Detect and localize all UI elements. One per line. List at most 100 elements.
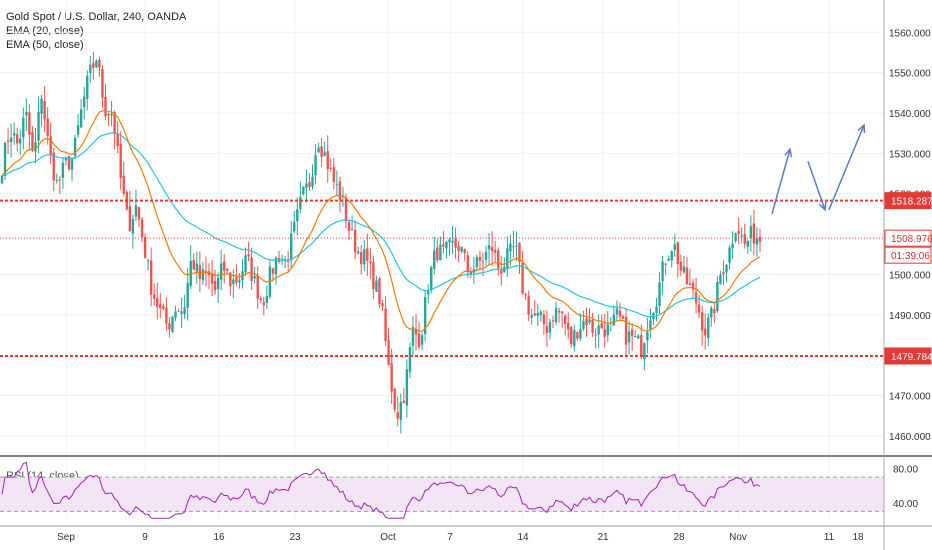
candle-body: [716, 281, 719, 311]
candle-body: [594, 334, 597, 336]
candle-body: [554, 308, 558, 323]
price-tag-label: 1518.287: [891, 197, 932, 208]
candle-body: [67, 155, 71, 170]
candle-body: [171, 316, 174, 332]
candle-body: [725, 264, 728, 273]
candle-body: [262, 302, 265, 306]
candle-body: [597, 325, 600, 335]
candle-body: [557, 311, 561, 313]
price-tag: [884, 246, 932, 264]
candle-body: [34, 142, 37, 152]
rsi-line: [1, 461, 761, 519]
candle-body: [646, 331, 649, 341]
candle-body: [286, 261, 290, 263]
candle-body: [180, 311, 183, 314]
candle-body: [238, 280, 241, 283]
time-tick-label: Nov: [729, 532, 747, 543]
candle-body: [61, 162, 65, 178]
candle-body: [378, 278, 381, 305]
candle-body: [731, 243, 734, 249]
time-tick-label: 23: [289, 532, 301, 543]
candle-body: [743, 234, 746, 245]
candle-body: [722, 272, 725, 275]
price-tick-label: 1560.000: [889, 28, 931, 39]
candle-body: [697, 304, 701, 313]
candle-body: [436, 247, 439, 261]
candle-body: [116, 134, 119, 147]
candle-body: [402, 400, 406, 404]
candle-body: [463, 249, 466, 254]
arrow-head: [857, 123, 866, 134]
candle-body: [223, 261, 226, 271]
candle-body: [73, 137, 77, 156]
candle-body: [700, 312, 704, 331]
candle-body: [734, 233, 737, 242]
candle-body: [521, 262, 524, 294]
candle-body: [387, 340, 390, 366]
candle-body: [426, 291, 430, 295]
candle-body: [159, 304, 162, 309]
chart-title: Gold Spot / U.S. Dollar, 240, OANDA: [6, 11, 187, 23]
candle-body: [411, 326, 415, 346]
candle-body: [664, 263, 667, 265]
candle-body: [545, 326, 549, 333]
candle-body: [52, 152, 55, 181]
candle-body: [430, 267, 433, 291]
candle-body: [70, 158, 74, 170]
candle-body: [19, 138, 22, 144]
time-tick-label: 18: [852, 532, 864, 543]
candle-body: [232, 279, 235, 285]
arrow-line: [828, 124, 865, 211]
time-tick-label: 28: [673, 532, 685, 543]
price-tick-label: 1470.000: [889, 391, 931, 402]
candle-body: [58, 179, 62, 181]
time-tick-label: 21: [597, 532, 609, 543]
candle-body: [442, 244, 445, 247]
candle-body: [713, 309, 716, 314]
candle-body: [661, 261, 664, 282]
candle-body: [460, 246, 463, 252]
candle-body: [576, 331, 579, 339]
candle-body: [131, 218, 135, 234]
candle-body: [469, 271, 473, 275]
candle-body: [667, 258, 670, 261]
candle-body: [390, 363, 393, 392]
candle-body: [396, 412, 399, 419]
candle-body: [548, 321, 552, 333]
candle-body: [691, 282, 695, 290]
candle-body: [363, 248, 366, 265]
candle-body: [643, 343, 646, 360]
candle-body: [746, 241, 750, 247]
candle-body: [335, 184, 339, 186]
candle-body: [560, 311, 564, 314]
candle-body: [600, 323, 603, 329]
candle-body: [384, 308, 387, 342]
candle-body: [637, 335, 640, 339]
time-tick-label: 7: [447, 532, 453, 543]
candle-body: [226, 268, 229, 271]
price-tick-label: 1540.000: [889, 109, 931, 120]
candle-body: [165, 307, 168, 324]
candle-body: [688, 283, 692, 286]
candle-body: [25, 111, 28, 116]
candle-body: [326, 151, 329, 169]
price-tag: [884, 347, 932, 365]
candle-body: [183, 307, 186, 314]
candle-body: [454, 238, 457, 248]
candle-body: [475, 257, 479, 268]
candle-body: [433, 250, 436, 269]
candle-body: [381, 303, 384, 307]
candle-body: [408, 347, 412, 372]
candle-body: [3, 142, 7, 177]
candle-body: [210, 273, 214, 284]
candle-body: [707, 317, 710, 339]
candle-body: [289, 233, 293, 261]
candle-body: [570, 326, 573, 345]
candle-body: [174, 311, 177, 318]
candle-body: [591, 319, 594, 333]
candle-body: [749, 225, 753, 239]
candle-body: [213, 280, 217, 291]
candle-body: [375, 280, 378, 292]
price-tick-label: 1530.000: [889, 149, 931, 160]
